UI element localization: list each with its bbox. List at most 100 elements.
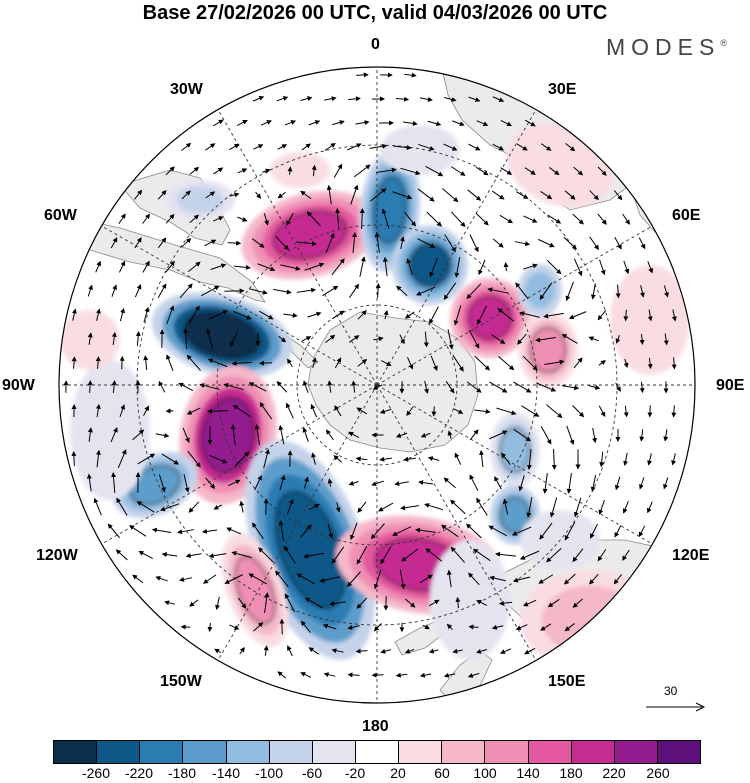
wind-vector bbox=[323, 672, 336, 678]
wind-vector bbox=[564, 623, 575, 632]
wind-vector bbox=[420, 432, 431, 438]
wind-vector bbox=[476, 648, 488, 654]
wind-vector bbox=[333, 455, 343, 463]
colorbar-cell bbox=[657, 741, 701, 763]
lon-label-0: 0 bbox=[371, 36, 380, 53]
wind-vector bbox=[622, 501, 629, 514]
wind-vector bbox=[496, 407, 517, 416]
colorbar-cell bbox=[183, 741, 227, 763]
wind-vector bbox=[381, 360, 392, 366]
wind-vector bbox=[119, 404, 126, 418]
wind-vector bbox=[311, 452, 316, 465]
wind-vector bbox=[301, 143, 311, 151]
wind-vector bbox=[454, 257, 461, 278]
wind-vector bbox=[417, 238, 436, 248]
wind-vector bbox=[248, 573, 267, 585]
wind-vector bbox=[215, 596, 220, 611]
wind-vector bbox=[155, 575, 168, 582]
wind-vector bbox=[284, 120, 297, 126]
wind-vector bbox=[214, 648, 222, 654]
wind-vector bbox=[429, 257, 439, 278]
wind-vector bbox=[259, 310, 274, 320]
wind-vector bbox=[404, 311, 415, 319]
wind-vector bbox=[260, 120, 272, 126]
wind-vector bbox=[142, 260, 150, 273]
wind-vector bbox=[333, 163, 343, 178]
wind-vector bbox=[499, 648, 512, 654]
wind-vector bbox=[157, 237, 167, 249]
wind-vector bbox=[255, 191, 262, 199]
wind-vector bbox=[424, 380, 429, 394]
wind-vector bbox=[469, 474, 479, 491]
wind-vector bbox=[71, 451, 77, 466]
wind-vector bbox=[598, 405, 606, 418]
wind-vector bbox=[403, 120, 418, 126]
wind-vector bbox=[597, 549, 607, 562]
wind-vector bbox=[518, 475, 525, 492]
wind-vector bbox=[212, 216, 224, 222]
wind-vector bbox=[406, 406, 414, 417]
wind-vector bbox=[87, 380, 93, 393]
wind-vector bbox=[287, 166, 293, 175]
lon-label-150w: 150W bbox=[160, 673, 202, 690]
lon-label-90w: 90W bbox=[2, 377, 35, 394]
wind-vector bbox=[369, 143, 388, 149]
wind-vector bbox=[370, 523, 385, 540]
wind-vector bbox=[380, 546, 392, 565]
wind-vector bbox=[568, 311, 587, 320]
map-title: Base 27/02/2026 00 UTC, valid 04/03/2026… bbox=[142, 2, 608, 24]
wind-vector bbox=[565, 281, 574, 302]
wind-vector bbox=[277, 191, 286, 199]
wind-vector bbox=[264, 592, 270, 613]
wind-vector bbox=[498, 356, 515, 371]
wind-vector bbox=[468, 96, 481, 102]
colorbar-cell bbox=[312, 741, 356, 763]
wind-vector bbox=[224, 574, 243, 584]
wind-vector bbox=[396, 285, 408, 297]
wind-vector bbox=[447, 430, 453, 439]
wind-vector bbox=[372, 384, 383, 390]
wind-vector bbox=[357, 309, 367, 320]
wind-vector bbox=[455, 596, 461, 609]
wind-vector bbox=[443, 143, 458, 151]
wind-vector bbox=[522, 355, 538, 371]
wind-vector bbox=[296, 287, 317, 293]
wind-vector bbox=[278, 424, 285, 445]
wind-vector bbox=[325, 334, 336, 344]
wind-vector bbox=[477, 305, 487, 325]
wind-vector bbox=[160, 503, 180, 512]
wind-vector bbox=[503, 262, 509, 272]
wind-vector bbox=[71, 356, 77, 369]
wind-vector bbox=[237, 597, 247, 609]
wind-vector bbox=[623, 309, 629, 322]
wind-vector bbox=[280, 264, 301, 271]
wind-vector bbox=[371, 480, 384, 487]
wind-vector bbox=[561, 334, 578, 344]
wind-vector bbox=[369, 188, 387, 202]
colorbar-cell bbox=[442, 741, 486, 763]
wind-vector bbox=[535, 337, 556, 343]
wind-vector bbox=[613, 190, 623, 201]
wind-vector bbox=[325, 232, 335, 253]
wind-vector bbox=[467, 189, 482, 201]
wind-vector bbox=[308, 647, 319, 655]
meridian bbox=[376, 384, 537, 661]
wind-vector bbox=[598, 360, 606, 366]
wind-vector bbox=[597, 166, 607, 176]
wind-vector bbox=[348, 480, 359, 486]
wind-vector bbox=[87, 284, 93, 297]
wind-vector bbox=[93, 497, 102, 516]
wind-vector bbox=[440, 524, 459, 538]
wind-vector bbox=[278, 335, 287, 343]
wind-vector bbox=[229, 192, 240, 198]
wind-vector bbox=[348, 431, 360, 439]
registered-mark: ® bbox=[720, 38, 727, 48]
wind-vector bbox=[118, 260, 126, 273]
wind-vector bbox=[472, 548, 491, 562]
colorbar-cell bbox=[571, 741, 615, 763]
wind-vector bbox=[253, 622, 264, 632]
wind-vector bbox=[519, 311, 540, 318]
wind-vector bbox=[234, 451, 250, 467]
wind-vector bbox=[561, 385, 580, 391]
wind-vector bbox=[110, 237, 118, 249]
